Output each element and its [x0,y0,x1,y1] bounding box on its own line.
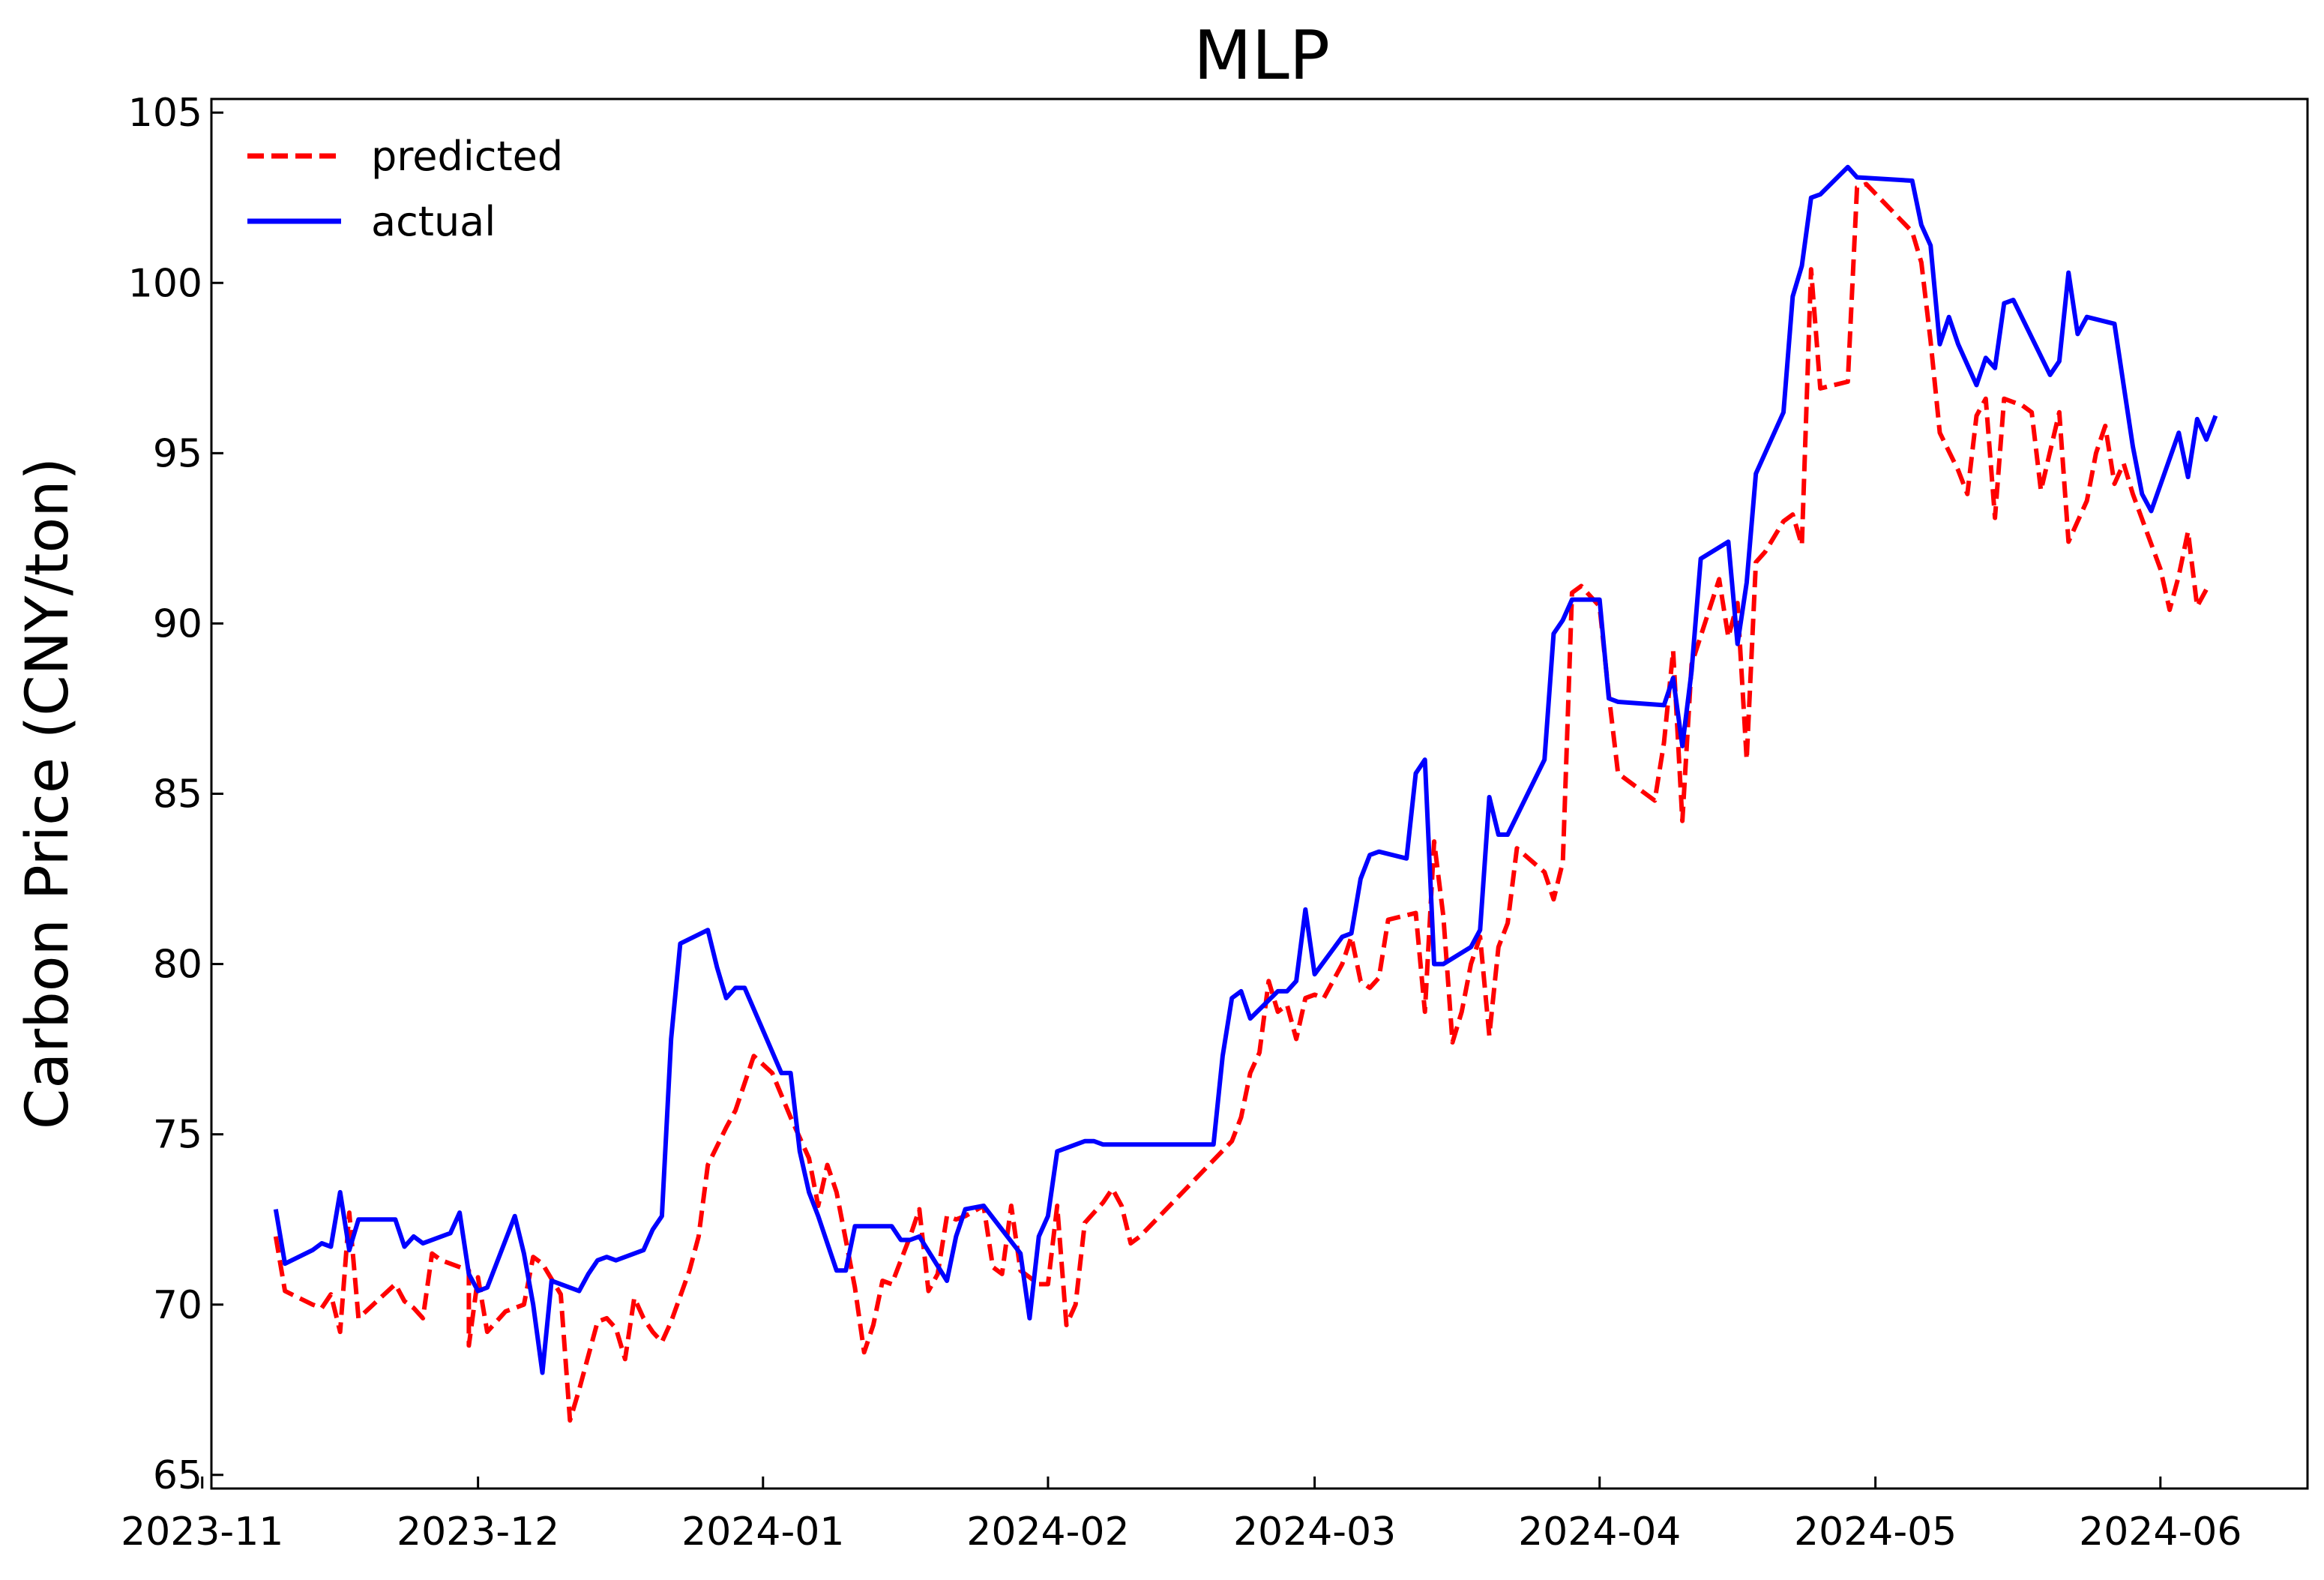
x-tick-label: 2023-12 [397,1510,559,1555]
legend: predicted actual [247,133,563,245]
y-tick-label: 95 [153,431,202,476]
y-tick-label: 80 [153,943,202,988]
x-tick-label: 2024-03 [1233,1510,1396,1555]
legend-label-predicted: predicted [371,133,563,180]
x-tick-label: 2024-01 [681,1510,844,1555]
x-tick-label: 2024-06 [2079,1510,2242,1555]
y-tick-label: 70 [153,1283,202,1328]
series-line-actual [273,164,2218,1375]
x-tick-label: 2024-02 [966,1510,1129,1555]
x-tick-label: 2024-04 [1518,1510,1681,1555]
y-tick-label: 100 [128,261,202,306]
x-tick-label: 2024-05 [1794,1510,1957,1555]
y-tick-label: 75 [153,1113,202,1158]
axis-ticks: 65 70 75 80 85 90 95 100 105 2023-11 2023-12 2024-0… [121,91,2242,1555]
y-tick-label: 90 [153,601,202,646]
legend-label-actual: actual [371,198,496,245]
y-tick-label: 85 [153,772,202,817]
plot-area [273,164,2218,1423]
chart-title: MLP [1193,16,1330,95]
axes-frame [210,97,2309,1490]
x-tick-label: 2023-11 [121,1510,283,1555]
y-axis-label: Carbon Price (CNY/ton) [14,457,82,1129]
y-tick-label: 65 [153,1453,202,1498]
series-line-predicted [273,181,2209,1423]
y-tick-label: 105 [128,91,202,136]
